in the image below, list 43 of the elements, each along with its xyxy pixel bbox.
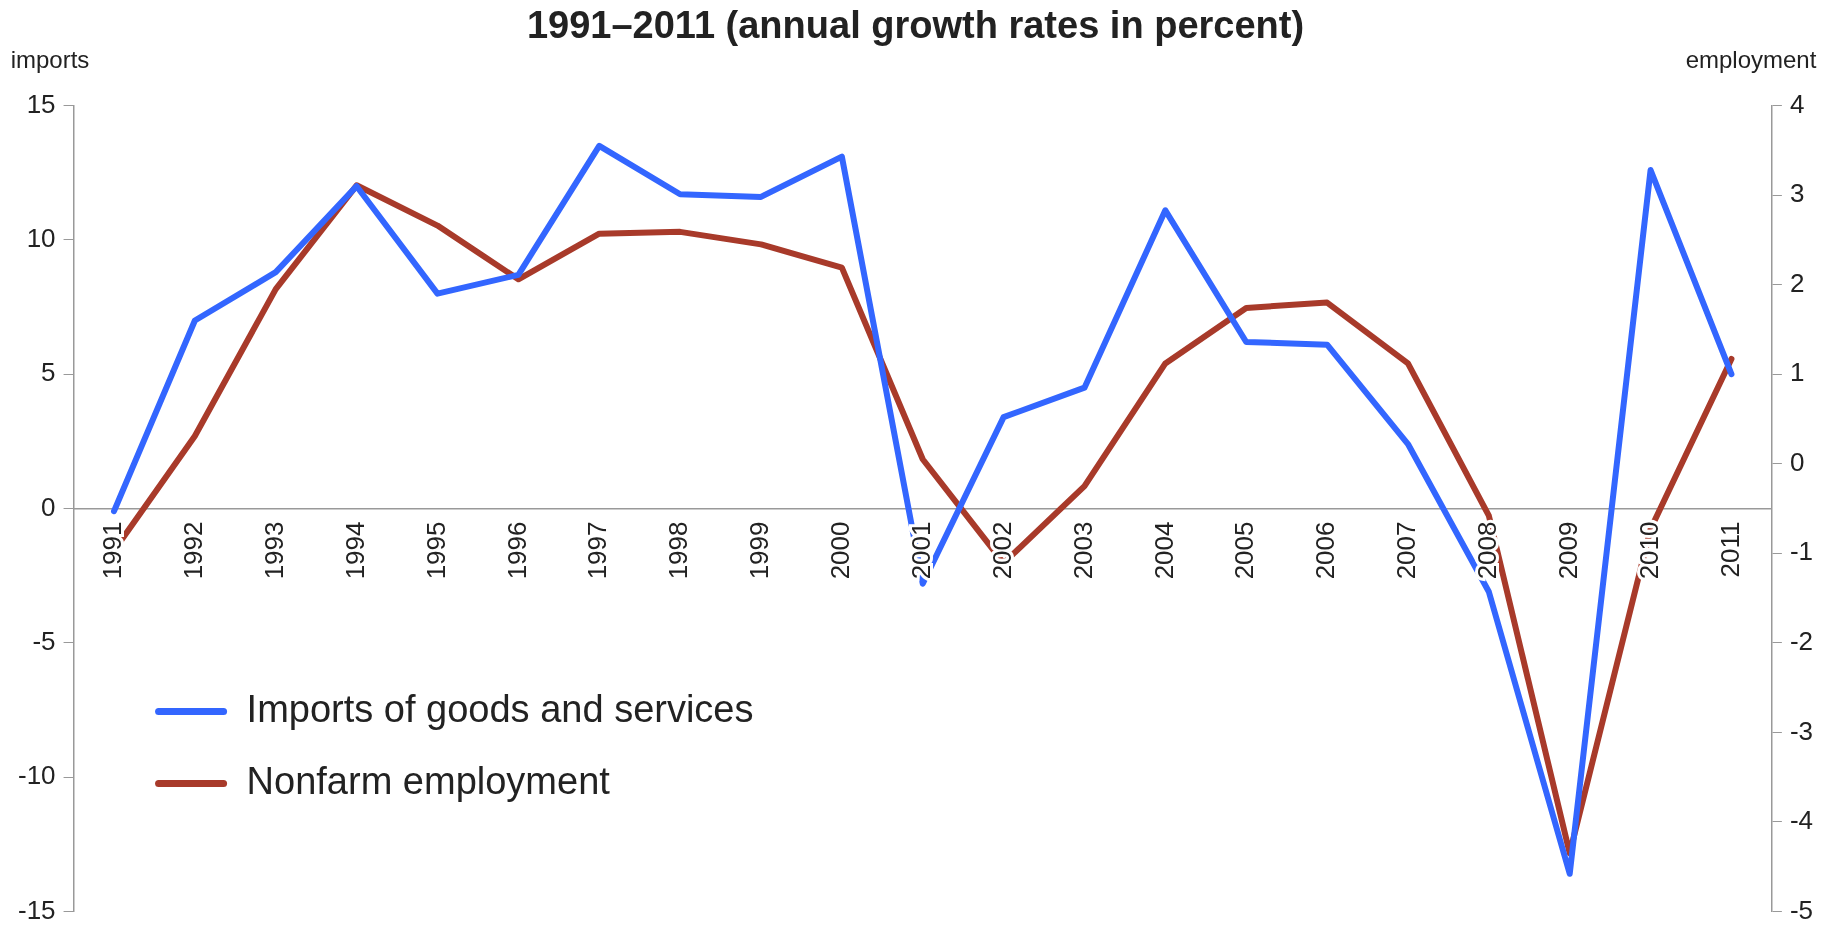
x-tick-label: 2009 — [1552, 521, 1583, 580]
y2-tick-label: 4 — [1789, 88, 1805, 119]
y-tick-label: 15 — [26, 88, 56, 119]
x-tick-label: 1996 — [501, 521, 532, 580]
y-tick-label: -15 — [18, 894, 56, 925]
y2-tick-label: 0 — [1789, 446, 1805, 477]
y-tick-label: 5 — [41, 357, 56, 388]
x-tick-label: 2008 — [1472, 521, 1502, 580]
x-tick-label: 2001 — [905, 521, 936, 580]
y2-tick-label: -2 — [1789, 625, 1814, 656]
y-tick-label: -10 — [18, 760, 56, 791]
x-tick-label: 1993 — [258, 521, 289, 580]
legend-label: Imports of goods and services — [246, 687, 754, 730]
y2-axis-title: employment — [1685, 46, 1817, 74]
y-tick-label: 10 — [26, 223, 56, 254]
x-tick-label: 1994 — [339, 521, 370, 580]
x-tick-label: 2005 — [1229, 521, 1260, 580]
legend-label: Nonfarm employment — [246, 759, 611, 802]
y-axis-title: imports — [10, 46, 90, 74]
y2-tick-label: 1 — [1789, 357, 1805, 388]
x-tick-label: 1997 — [582, 521, 613, 580]
x-tick-label: 1992 — [178, 521, 209, 580]
y-tick-label: -5 — [32, 625, 56, 656]
chart-title: 1991–2011 (annual growth rates in percent) — [526, 4, 1305, 47]
x-tick-label: 1991 — [97, 521, 128, 580]
y2-tick-label: -1 — [1789, 536, 1814, 567]
x-tick-label: 2007 — [1391, 521, 1422, 580]
x-tick-label: 2003 — [1067, 521, 1098, 580]
y2-tick-label: -4 — [1789, 805, 1814, 836]
y2-tick-label: -5 — [1789, 894, 1814, 925]
x-tick-label: 2010 — [1633, 521, 1664, 580]
x-tick-label: 2002 — [986, 521, 1017, 580]
x-tick-label: 1998 — [663, 521, 694, 580]
y2-tick-label: 3 — [1789, 178, 1805, 209]
y2-tick-label: -3 — [1789, 715, 1814, 746]
x-tick-label: 1999 — [744, 521, 775, 580]
x-tick-label: 1995 — [420, 521, 451, 580]
x-tick-label: 2006 — [1310, 521, 1341, 580]
y-tick-label: 0 — [41, 491, 56, 522]
x-tick-label: 2011 — [1714, 521, 1745, 578]
x-tick-label: 2000 — [825, 521, 856, 580]
y2-tick-label: 2 — [1789, 267, 1805, 298]
x-tick-label: 2004 — [1148, 521, 1179, 580]
